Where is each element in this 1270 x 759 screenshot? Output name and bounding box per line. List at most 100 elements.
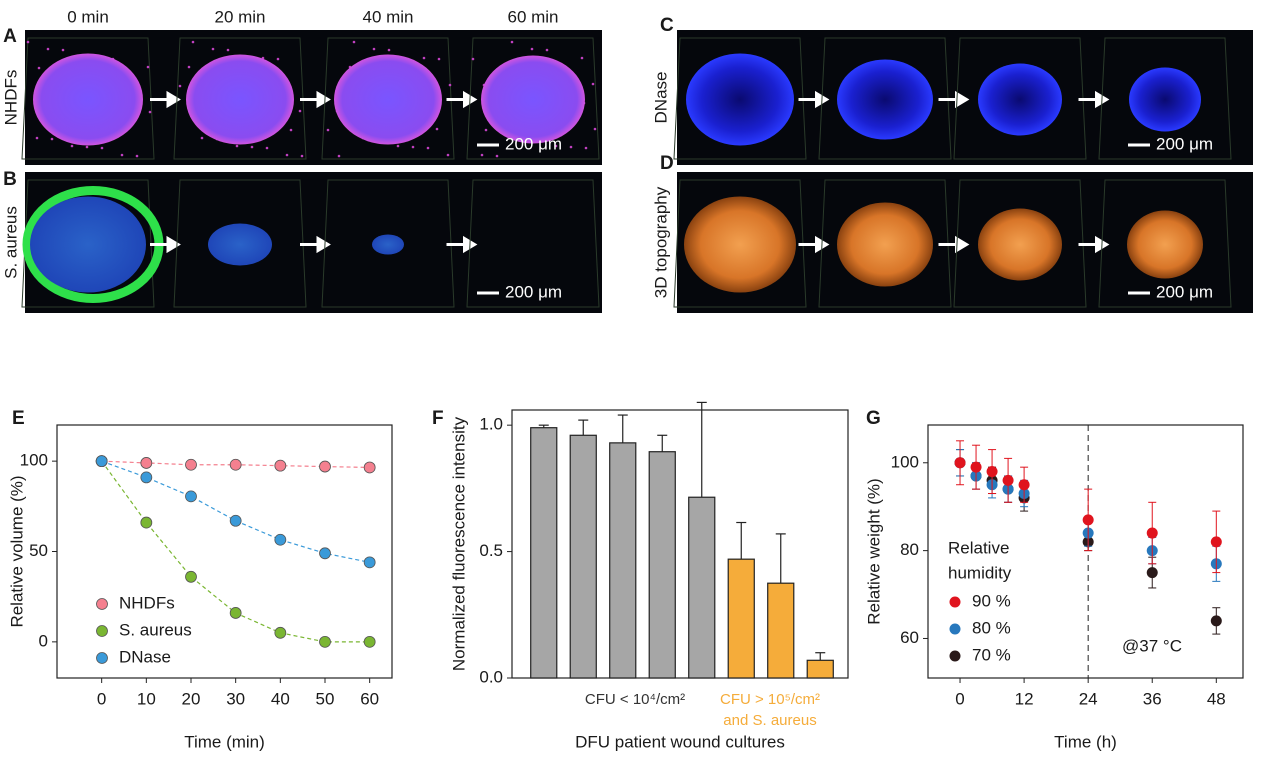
x-tick-label: 40 bbox=[271, 689, 290, 708]
point bbox=[363, 556, 376, 569]
y-tick-label: 0.0 bbox=[479, 667, 503, 686]
row-label: S. aureus bbox=[1, 206, 20, 279]
frame-grid bbox=[466, 37, 600, 160]
point bbox=[229, 607, 242, 619]
speck bbox=[337, 154, 341, 158]
legend-marker bbox=[949, 650, 961, 662]
legend-label: 90 % bbox=[972, 591, 1011, 610]
speck bbox=[554, 144, 558, 148]
frame-grid bbox=[1098, 179, 1232, 308]
x-tick-label: 60 bbox=[360, 689, 379, 708]
speck bbox=[422, 56, 426, 60]
frame-grid bbox=[21, 179, 155, 308]
point bbox=[140, 457, 153, 469]
speck bbox=[85, 145, 89, 149]
point bbox=[1210, 536, 1222, 548]
group-label: and S. aureus bbox=[723, 712, 816, 729]
speck bbox=[235, 144, 239, 148]
legend-marker bbox=[96, 652, 108, 664]
speck bbox=[191, 40, 195, 44]
sample bbox=[978, 63, 1062, 136]
speck bbox=[211, 47, 215, 51]
speck bbox=[285, 153, 289, 157]
y-tick-label: 50 bbox=[29, 541, 48, 560]
speck bbox=[352, 40, 356, 44]
bar bbox=[688, 496, 716, 679]
annotation: @37 °C bbox=[1122, 636, 1182, 655]
point bbox=[229, 514, 242, 527]
speck bbox=[437, 57, 441, 61]
frame-grid bbox=[673, 179, 807, 308]
speck bbox=[495, 154, 499, 158]
speck bbox=[146, 65, 150, 69]
x-tick-label: 50 bbox=[316, 689, 335, 708]
bar bbox=[727, 558, 755, 679]
speck bbox=[120, 153, 124, 157]
x-axis-label: DFU patient wound cultures bbox=[575, 732, 785, 751]
legend-marker bbox=[949, 623, 961, 635]
sample bbox=[30, 196, 146, 293]
x-tick-label: 12 bbox=[1015, 689, 1034, 708]
scale-bar-label: 200 μm bbox=[1156, 134, 1213, 153]
point bbox=[363, 461, 376, 474]
x-tick-label: 24 bbox=[1079, 689, 1098, 708]
scale-bar-label: 200 μm bbox=[505, 282, 562, 301]
bar bbox=[530, 427, 558, 679]
speck bbox=[250, 145, 254, 149]
group-label: CFU < 10⁴/cm² bbox=[585, 691, 685, 708]
y-tick-label: 60 bbox=[900, 628, 919, 647]
x-tick-label: 20 bbox=[182, 689, 201, 708]
time-label: 20 min bbox=[214, 7, 265, 26]
y-tick-label: 100 bbox=[891, 452, 919, 471]
x-tick-label: 48 bbox=[1207, 689, 1226, 708]
frame-grid bbox=[1098, 37, 1232, 160]
x-tick-label: 30 bbox=[226, 689, 245, 708]
speck bbox=[446, 153, 450, 157]
sample bbox=[481, 55, 585, 144]
arrow bbox=[300, 90, 331, 109]
speck bbox=[593, 127, 597, 131]
speck bbox=[50, 137, 54, 141]
row-label: DNase bbox=[651, 72, 670, 124]
y-axis-label: Relative volume (%) bbox=[7, 475, 26, 627]
arrow bbox=[150, 235, 181, 254]
bar bbox=[648, 451, 676, 679]
point bbox=[1082, 514, 1094, 526]
frame-grid bbox=[321, 37, 455, 160]
speck bbox=[200, 136, 204, 140]
y-tick-label: 1.0 bbox=[479, 415, 503, 434]
speck bbox=[569, 145, 573, 149]
speck bbox=[426, 146, 430, 150]
legend-label: NHDFs bbox=[119, 593, 175, 612]
y-tick-label: 100 bbox=[20, 451, 48, 470]
legend-title: Relative bbox=[948, 538, 1009, 557]
point bbox=[185, 490, 197, 503]
scale-bar-label: 200 μm bbox=[1156, 282, 1213, 301]
sample bbox=[978, 208, 1062, 281]
legend-marker bbox=[96, 625, 108, 637]
sample bbox=[837, 59, 933, 140]
speck bbox=[411, 145, 415, 149]
speck bbox=[148, 110, 152, 114]
point bbox=[274, 459, 287, 472]
point bbox=[1002, 474, 1014, 486]
x-tick-label: 0 bbox=[955, 689, 964, 708]
legend-title: humidity bbox=[948, 563, 1012, 582]
panel-letter: B bbox=[3, 169, 17, 190]
sample bbox=[684, 196, 796, 293]
speck bbox=[387, 48, 391, 52]
legend-label: DNase bbox=[119, 647, 171, 666]
panel-letter: C bbox=[660, 15, 674, 36]
speck bbox=[276, 57, 280, 61]
panel-letter: D bbox=[660, 153, 674, 174]
speck bbox=[100, 146, 104, 150]
speck bbox=[46, 47, 50, 51]
point bbox=[185, 458, 197, 471]
speck bbox=[591, 82, 595, 86]
x-tick-label: 10 bbox=[137, 689, 156, 708]
y-axis-label: Relative weight (%) bbox=[864, 478, 883, 624]
speck bbox=[37, 66, 41, 70]
legend-marker bbox=[949, 596, 961, 608]
speck bbox=[484, 128, 488, 132]
